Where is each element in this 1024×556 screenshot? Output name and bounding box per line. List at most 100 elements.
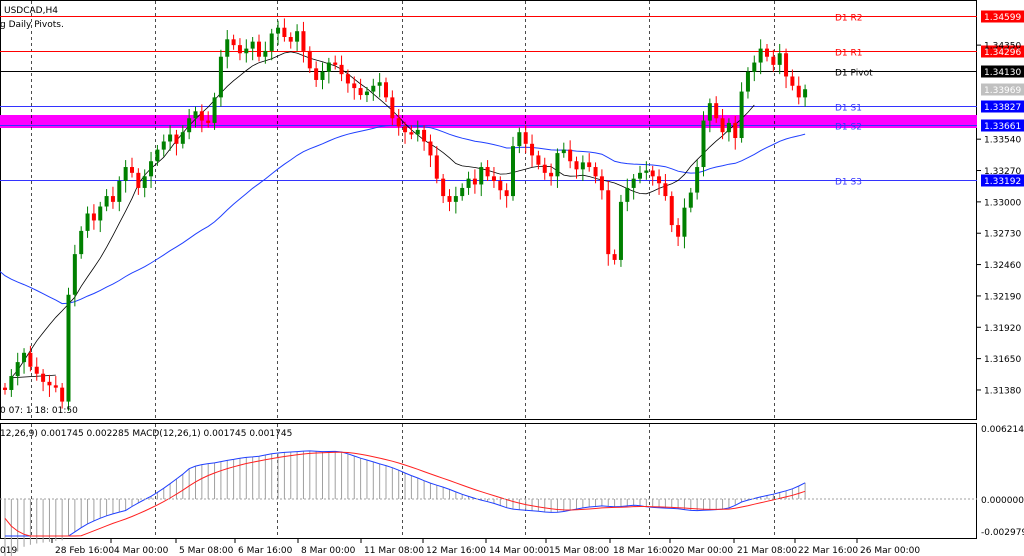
candle-body [530,143,535,156]
pivot-labels: D1 R2 1.34599 D1 R1 1.34296 D1 Pivot 1.34130 D… [835,10,1024,188]
candle-body [117,180,122,202]
candle-body [79,230,84,255]
price-axis: 1.34350 1.33540 1.33270 1.33000 1.32730 1.324… [977,42,1024,396]
candle-body [511,146,515,197]
macd-histogram [4,450,806,556]
candle-body [758,48,763,63]
pivot-price-text: 1.34296 [984,48,1021,58]
candle-body [726,122,731,133]
price-tick-label: 1.31380 [984,386,1021,396]
pivot-price-tag [981,65,1024,78]
candle-body [549,172,554,177]
candle-body [669,196,674,226]
candle-body [174,134,179,144]
pivot-price-tag [981,119,1024,132]
countdown-timer: 0 07: 1 18: 01:50 [0,406,78,416]
candle-body [701,120,706,168]
time-label: 6 Mar 16:00 [238,546,293,556]
macd-scale-zero: 0.000000 [981,496,1024,506]
candle-body [434,155,439,179]
pivot-lines [0,16,977,181]
price-tick-label: 1.33000 [984,198,1021,208]
candle-body [568,149,573,162]
macd-signal-line [4,451,806,537]
candle-body [149,161,154,177]
time-label: 20 Mar 00:00 [673,546,733,556]
candle-body [3,387,7,390]
candle-body [110,196,115,202]
pivot-name-label: D1 R1 [835,49,863,59]
candle-body [777,53,782,65]
candle-body [282,27,287,37]
price-tick-label: 1.31920 [984,324,1021,334]
price-tick-label: 1.32730 [984,230,1021,240]
candle-body [320,71,325,80]
candle-body [199,111,204,121]
candle-body [542,164,547,173]
candle-body [536,155,541,165]
candle-body [288,36,293,42]
candle-body [485,167,490,177]
candle-body [314,68,319,80]
pivot-name-label: D1 S1 [835,104,862,114]
candle-body [142,176,147,188]
candle-body [371,85,376,92]
price-tick-label: 1.31650 [984,355,1021,365]
candle-body [523,132,528,144]
candle-body [498,180,503,191]
pivot-name-label: D1 R2 [835,14,863,24]
candle-body [593,167,598,177]
support-zone-band [0,115,977,128]
macd-panel[interactable] [0,423,977,539]
candle-body [682,207,687,237]
candle-body [34,366,39,374]
time-label: 18 Mar 16:00 [613,546,673,556]
candle-body [460,187,465,197]
candle-body [53,385,58,388]
candle-body [358,88,363,96]
candle-body [72,254,77,295]
candle-body [123,167,128,181]
pivot-price-tag [981,100,1024,113]
candle-body [720,118,725,133]
candle-body [606,190,611,255]
candle-body [771,56,776,65]
candle-body [599,176,604,191]
pivot-price-tag [981,10,1024,23]
candle-body [707,103,712,121]
time-label: 019 [0,546,17,556]
candle-body [66,294,71,402]
candle-body [28,352,33,367]
candle-body [390,97,395,119]
candle-body [561,149,566,154]
candle-body [130,167,134,173]
candle-body [307,50,312,69]
pivot-price-text: 1.33661 [984,122,1021,132]
candle-body [345,74,350,84]
candle-body [580,162,585,170]
candle-body [618,201,623,260]
candle-body [739,91,744,139]
candle-body [403,126,408,133]
pivot-price-text: 1.34599 [984,13,1021,23]
candle-body [472,178,477,185]
candle-body [428,141,433,156]
candle-body [612,254,617,260]
current-price-tag [981,83,1024,96]
pivot-price-text: 1.34130 [984,68,1021,78]
pivot-name-label: D1 Pivot [835,69,873,79]
candle-body [352,83,357,89]
candle-body [269,33,274,51]
candle-body [447,196,452,202]
candle-body [168,134,173,142]
time-label: 8 Mar 00:00 [301,546,356,556]
candle-body [212,97,217,123]
candle-body [98,206,103,221]
candle-body [85,213,90,231]
candle-body [9,376,14,390]
main-chart-panel[interactable] [0,0,977,420]
candle-body [377,82,382,86]
candle-body [644,170,649,173]
